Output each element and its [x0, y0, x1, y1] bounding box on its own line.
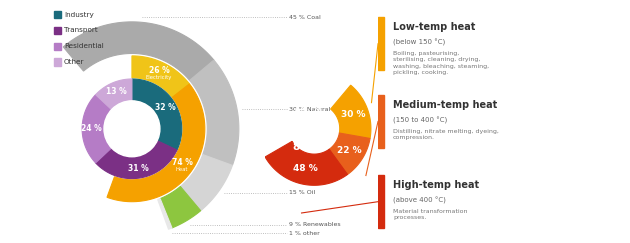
Text: 74 %: 74 %: [171, 158, 193, 167]
Text: High-temp heat: High-temp heat: [393, 180, 479, 190]
Polygon shape: [63, 22, 214, 80]
Polygon shape: [96, 141, 177, 179]
Text: 32 %: 32 %: [156, 103, 176, 112]
Bar: [54, 58, 62, 66]
Polygon shape: [107, 84, 205, 202]
Bar: [54, 27, 62, 34]
Text: 1 % other: 1 % other: [289, 231, 319, 236]
Text: Heat: Heat: [298, 118, 316, 127]
Text: 30 %: 30 %: [341, 110, 365, 119]
Polygon shape: [331, 85, 371, 139]
Text: 30 % Natural gas: 30 % Natural gas: [289, 107, 343, 112]
Polygon shape: [132, 56, 190, 97]
Text: 15 % Oil: 15 % Oil: [289, 191, 315, 195]
Text: Other: Other: [64, 59, 84, 65]
Polygon shape: [160, 186, 201, 228]
Polygon shape: [190, 60, 239, 165]
Text: =: =: [304, 130, 311, 139]
Text: Material transformation
processes.: Material transformation processes.: [393, 209, 467, 220]
Bar: [378, 17, 384, 70]
Text: (150 to 400 °C): (150 to 400 °C): [393, 117, 447, 124]
Text: 24 %: 24 %: [81, 124, 102, 133]
Polygon shape: [82, 95, 112, 163]
Text: Distilling, nitrate melting, dyeing,
compression.: Distilling, nitrate melting, dyeing, com…: [393, 129, 499, 140]
Polygon shape: [158, 199, 172, 229]
Text: 9 % Renewables: 9 % Renewables: [289, 222, 340, 227]
Text: 85 EJ: 85 EJ: [292, 142, 322, 152]
Text: 31 %: 31 %: [128, 164, 149, 173]
Bar: [54, 11, 62, 18]
Text: Residential: Residential: [64, 43, 104, 49]
Text: Medium-temp heat: Medium-temp heat: [393, 100, 497, 110]
Text: 45 % Coal: 45 % Coal: [289, 15, 321, 20]
Text: 74 %: 74 %: [293, 104, 321, 114]
Text: Industry: Industry: [64, 12, 94, 17]
Text: 22 %: 22 %: [337, 146, 362, 155]
Text: Transport: Transport: [64, 27, 98, 33]
Circle shape: [104, 101, 160, 157]
Polygon shape: [180, 155, 232, 211]
Text: Heat: Heat: [176, 167, 188, 172]
Bar: [54, 43, 62, 50]
Text: Low-temp heat: Low-temp heat: [393, 22, 476, 32]
Bar: [378, 95, 384, 148]
Text: (above 400 °C): (above 400 °C): [393, 197, 446, 204]
Text: (below 150 °C): (below 150 °C): [393, 39, 445, 46]
Text: 48 %: 48 %: [294, 164, 318, 173]
Text: Electricity: Electricity: [146, 75, 172, 80]
Bar: [378, 175, 384, 228]
Text: 13 %: 13 %: [106, 87, 127, 96]
Polygon shape: [329, 133, 370, 174]
Text: Boiling, pasteurising,
sterilising, cleaning, drying,
washing, bleaching, steami: Boiling, pasteurising, sterilising, clea…: [393, 51, 490, 75]
Polygon shape: [265, 141, 348, 185]
Text: 26 %: 26 %: [149, 66, 169, 75]
Polygon shape: [96, 79, 132, 110]
Polygon shape: [132, 79, 181, 150]
